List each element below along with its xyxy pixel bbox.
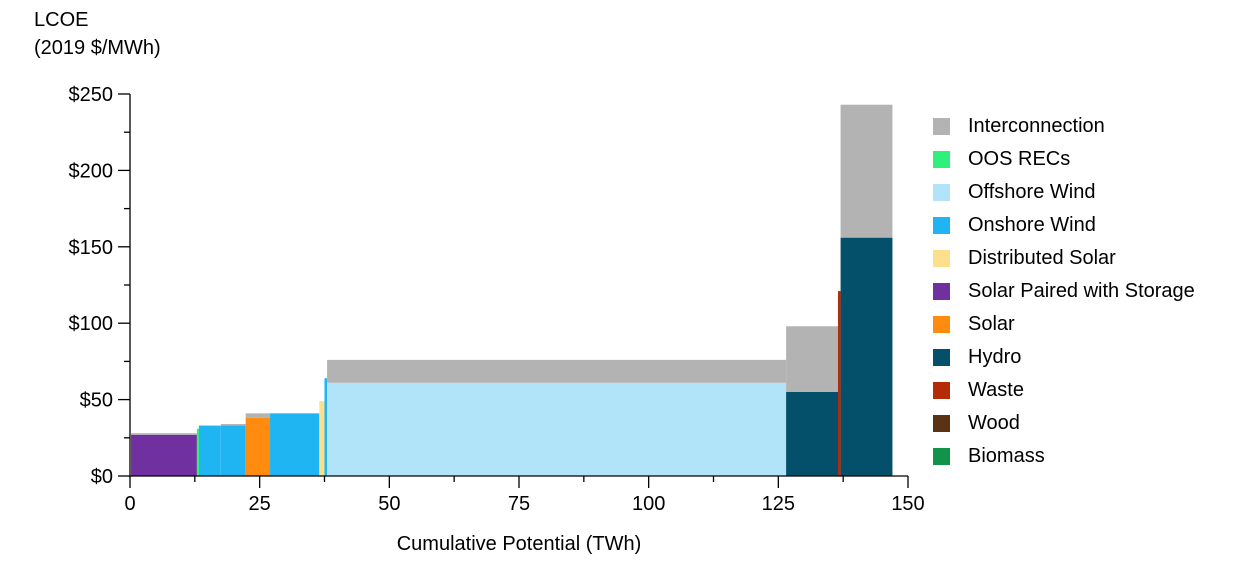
legend-item: OOS RECs [933, 143, 1195, 176]
bar-offshore-wind-8 [327, 382, 787, 476]
legend-label: Solar [968, 313, 1015, 335]
legend-swatch [933, 382, 950, 399]
legend-label: Biomass [968, 445, 1045, 467]
legend-swatch [933, 184, 950, 201]
legend-swatch [933, 118, 950, 135]
legend-swatch [933, 316, 950, 333]
legend-label: OOS RECs [968, 148, 1071, 170]
legend-item: Solar Paired with Storage [933, 275, 1195, 308]
legend-label: Interconnection [968, 115, 1105, 137]
legend-label: Waste [968, 379, 1024, 401]
bar-oos-recs-1 [196, 428, 199, 476]
legend-item: Offshore Wind [933, 176, 1195, 209]
y-axis-title-line-2: (2019 $/MWh) [34, 37, 161, 59]
bar-interconnection-8 [327, 359, 787, 383]
legend-item: Interconnection [933, 110, 1195, 143]
bar-interconnection-11 [840, 104, 893, 238]
legend-label: Wood [968, 412, 1020, 434]
x-tick-label: 50 [378, 493, 400, 515]
x-tick-label: 25 [249, 493, 271, 515]
chart-plot: $0 $50 $100 $150 $200 $250 0 25 50 75 100 125 150 Cu… [69, 84, 925, 555]
bar-interconnection-4 [245, 413, 271, 418]
bar-waste-10 [837, 291, 841, 476]
y-tick-label: $50 [80, 390, 113, 412]
y-tick-label: $100 [69, 313, 114, 335]
bar-hydro-11 [840, 237, 893, 476]
bar-solar-4 [245, 417, 271, 476]
y-tick-label: $0 [91, 466, 113, 488]
bar-interconnection-0 [131, 433, 197, 435]
bar-solar-paired-with-storage-0 [131, 434, 197, 476]
legend-item: Hydro [933, 341, 1195, 374]
legend-item: Solar [933, 308, 1195, 341]
legend-item: Wood [933, 407, 1195, 440]
bar-interconnection-9 [786, 326, 838, 392]
legend-swatch [933, 250, 950, 267]
bar-onshore-wind-5 [270, 413, 320, 476]
bar-onshore-wind-7 [324, 378, 328, 476]
legend-swatch [933, 151, 950, 168]
legend: Interconnection OOS RECs Offshore Wind Onsh… [933, 110, 1195, 473]
legend-swatch [933, 349, 950, 366]
legend-item: Distributed Solar [933, 242, 1195, 275]
legend-label: Solar Paired with Storage [968, 280, 1195, 302]
bar-interconnection-3 [220, 424, 246, 426]
bar-onshore-wind-2 [198, 425, 221, 476]
legend-swatch [933, 448, 950, 465]
bar-hydro-9 [786, 391, 838, 476]
chart-blocks [131, 104, 893, 476]
y-tick-label: $250 [69, 84, 114, 106]
y-axis-title-line-1: LCOE [34, 9, 89, 31]
legend-label: Hydro [968, 346, 1022, 368]
x-tick-label: 75 [508, 493, 530, 515]
legend-item: Waste [933, 374, 1195, 407]
x-tick-label: 0 [124, 493, 135, 515]
bar-onshore-wind-3 [220, 425, 246, 476]
legend-label: Onshore Wind [968, 214, 1096, 236]
x-axis-label: Cumulative Potential (TWh) [397, 533, 642, 555]
x-tick-label: 125 [762, 493, 795, 515]
legend-label: Distributed Solar [968, 247, 1116, 269]
legend-swatch [933, 283, 950, 300]
legend-label: Offshore Wind [968, 181, 1096, 203]
bar-distributed-solar-6 [319, 401, 325, 476]
y-tick-label: $150 [69, 237, 114, 259]
x-tick-label: 150 [891, 493, 924, 515]
legend-item: Onshore Wind [933, 209, 1195, 242]
y-tick-label: $200 [69, 160, 114, 182]
x-tick-label: 100 [632, 493, 665, 515]
legend-item: Biomass [933, 440, 1195, 473]
chart-axes: $0 $50 $100 $150 $200 $250 0 25 50 75 100 125 150 [69, 84, 925, 515]
legend-swatch [933, 415, 950, 432]
legend-swatch [933, 217, 950, 234]
